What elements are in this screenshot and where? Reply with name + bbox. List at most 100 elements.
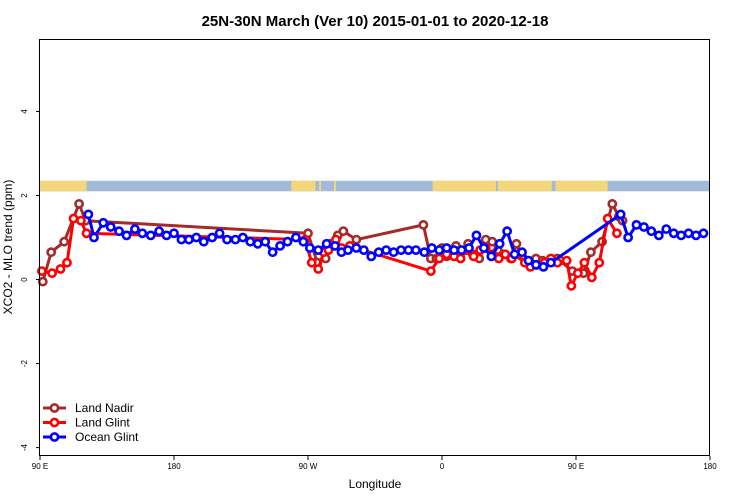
point-ocean-glint-1 <box>89 232 99 243</box>
x-tick-label-2: 90 W <box>299 462 318 471</box>
point-ocean-glint-35 <box>351 243 362 253</box>
point-ocean-glint-9 <box>154 226 165 237</box>
point-land-nadir-0 <box>37 276 48 287</box>
point-ocean-glint-28 <box>298 236 309 247</box>
legend-label-ocean-glint: Ocean Glint <box>75 430 139 444</box>
land-segment-0 <box>40 180 87 192</box>
point-ocean-glint-46 <box>434 245 445 256</box>
point-land-glint-15 <box>425 266 436 277</box>
point-ocean-glint-40 <box>388 247 399 258</box>
x-tick-label-0: 90 E <box>32 462 48 471</box>
point-ocean-glint-8 <box>145 230 156 241</box>
point-ocean-glint-67 <box>653 230 664 241</box>
point-land-glint-36 <box>566 280 577 291</box>
point-ocean-glint-64 <box>631 219 642 230</box>
point-land-nadir-10 <box>338 226 349 237</box>
point-ocean-glint-42 <box>403 245 414 256</box>
point-land-glint-4 <box>68 213 79 224</box>
point-ocean-glint-24 <box>267 247 278 258</box>
point-land-glint-21 <box>468 251 479 262</box>
point-ocean-glint-51 <box>471 230 482 241</box>
point-ocean-glint-26 <box>282 236 293 247</box>
point-ocean-glint-59 <box>531 259 541 270</box>
point-land-glint-3 <box>62 257 72 268</box>
series-layer <box>36 198 709 291</box>
point-ocean-glint-3 <box>105 222 116 232</box>
point-ocean-glint-27 <box>291 232 301 243</box>
point-land-nadir-37 <box>585 247 596 258</box>
point-ocean-glint-56 <box>509 249 520 260</box>
land-ocean-strip <box>40 180 710 192</box>
point-ocean-glint-47 <box>441 243 452 253</box>
point-land-nadir-28 <box>511 238 522 249</box>
point-land-glint-38 <box>579 257 590 268</box>
point-ocean-glint-62 <box>615 209 626 220</box>
point-land-nadir-1 <box>46 247 57 258</box>
point-land-nadir-12 <box>418 219 429 230</box>
point-land-nadir-3 <box>74 198 84 209</box>
point-land-glint-26 <box>500 249 511 260</box>
point-ocean-glint-13 <box>183 234 194 245</box>
point-ocean-glint-29 <box>304 243 315 253</box>
point-land-glint-40 <box>594 257 605 268</box>
point-land-glint-6 <box>81 228 92 239</box>
point-ocean-glint-54 <box>494 238 505 249</box>
point-land-nadir-2 <box>59 236 70 247</box>
point-ocean-glint-48 <box>449 245 459 256</box>
point-land-glint-9 <box>313 264 324 274</box>
point-ocean-glint-21 <box>245 236 256 247</box>
point-ocean-glint-65 <box>639 222 649 232</box>
point-ocean-glint-52 <box>478 243 489 253</box>
land-segment-2 <box>319 180 322 192</box>
point-ocean-glint-30 <box>313 245 324 256</box>
x-tick-label-3: 0 <box>440 462 445 471</box>
point-ocean-glint-36 <box>358 245 369 256</box>
x-tick-label-5: 180 <box>703 462 717 471</box>
plot-frame <box>39 39 710 456</box>
point-land-glint-35 <box>561 255 572 266</box>
point-land-glint-16 <box>434 253 445 264</box>
point-ocean-glint-20 <box>237 232 248 243</box>
land-segment-4 <box>432 180 496 192</box>
point-ocean-glint-19 <box>230 234 241 245</box>
legend-label-land-glint: Land Glint <box>75 416 130 430</box>
point-ocean-glint-25 <box>275 240 285 251</box>
point-ocean-glint-14 <box>191 232 202 243</box>
x-tick-label-4: 90 E <box>568 462 584 471</box>
point-ocean-glint-49 <box>456 245 467 256</box>
x-tick-label-1: 180 <box>167 462 181 471</box>
point-ocean-glint-60 <box>538 262 549 272</box>
point-land-glint-8 <box>306 257 317 268</box>
point-ocean-glint-16 <box>207 232 218 243</box>
point-ocean-glint-38 <box>373 247 384 258</box>
y-axis-label: XCO2 - MLO trend (ppm) <box>1 180 15 315</box>
point-ocean-glint-2 <box>98 217 109 228</box>
point-land-glint-39 <box>586 272 597 283</box>
point-ocean-glint-18 <box>222 234 232 245</box>
point-ocean-glint-7 <box>137 228 148 239</box>
point-ocean-glint-66 <box>646 226 657 237</box>
point-land-glint-19 <box>455 253 466 264</box>
point-land-glint-37 <box>572 268 583 279</box>
point-ocean-glint-55 <box>502 226 513 237</box>
point-ocean-glint-70 <box>676 230 687 241</box>
point-ocean-glint-4 <box>114 226 124 237</box>
point-ocean-glint-58 <box>523 255 534 266</box>
legend-marker-land-nadir <box>49 403 60 413</box>
point-ocean-glint-43 <box>411 245 421 256</box>
point-ocean-glint-63 <box>623 232 634 243</box>
point-ocean-glint-71 <box>683 228 694 239</box>
land-segment-1 <box>291 180 316 192</box>
point-land-nadir-39 <box>607 198 618 209</box>
point-ocean-glint-34 <box>343 245 353 256</box>
land-segment-3 <box>334 180 336 192</box>
point-ocean-glint-57 <box>517 247 527 258</box>
series-land-glint <box>36 213 622 291</box>
y-tick-label-4: 4 <box>20 109 29 114</box>
point-ocean-glint-23 <box>260 236 271 247</box>
point-land-nadir-24 <box>487 236 498 247</box>
point-ocean-glint-61 <box>545 257 556 268</box>
point-ocean-glint-0 <box>83 209 94 220</box>
